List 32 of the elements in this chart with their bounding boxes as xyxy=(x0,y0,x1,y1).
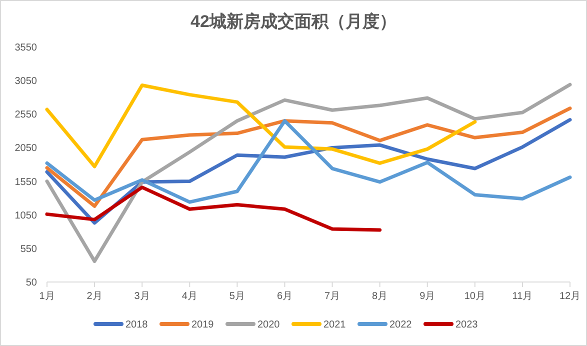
legend-label: 2018 xyxy=(126,320,148,330)
y-tick-label: 550 xyxy=(20,244,38,255)
x-tick-label: 3月 xyxy=(134,291,150,302)
x-tick-label: 8月 xyxy=(372,291,388,302)
y-tick-label: 50 xyxy=(26,278,38,288)
legend-label: 2020 xyxy=(258,320,280,330)
legend-label: 2021 xyxy=(324,320,346,330)
y-tick-label: 2050 xyxy=(14,143,38,154)
y-tick-label: 1550 xyxy=(14,176,38,188)
y-tick-label: 3550 xyxy=(14,42,38,54)
x-tick-label: 1月 xyxy=(39,291,55,302)
y-tick-label: 3050 xyxy=(14,76,38,88)
line-series xyxy=(45,186,382,232)
legend-label: 2022 xyxy=(390,320,412,330)
y-tick-label: 2550 xyxy=(14,110,38,121)
x-tick-label: 2月 xyxy=(86,291,102,302)
x-tick-label: 4月 xyxy=(182,291,198,302)
x-tick-label: 6月 xyxy=(276,291,293,302)
y-tick-label: 1050 xyxy=(14,210,38,222)
line-series xyxy=(45,106,572,208)
chart-title: 42城新房成交面积（月度） xyxy=(190,12,396,31)
legend-label: 2023 xyxy=(456,320,478,330)
x-tick-label: 5月 xyxy=(229,291,245,302)
x-tick-label: 9月 xyxy=(420,291,436,302)
x-tick-label: 12月 xyxy=(559,291,581,302)
x-tick-label: 7月 xyxy=(324,291,340,302)
legend-label: 2019 xyxy=(192,320,214,330)
line-series xyxy=(45,84,477,168)
line-series xyxy=(45,82,572,263)
x-tick-label: 10月 xyxy=(464,291,486,302)
line-series xyxy=(45,119,572,204)
x-tick-label: 11月 xyxy=(512,291,533,302)
